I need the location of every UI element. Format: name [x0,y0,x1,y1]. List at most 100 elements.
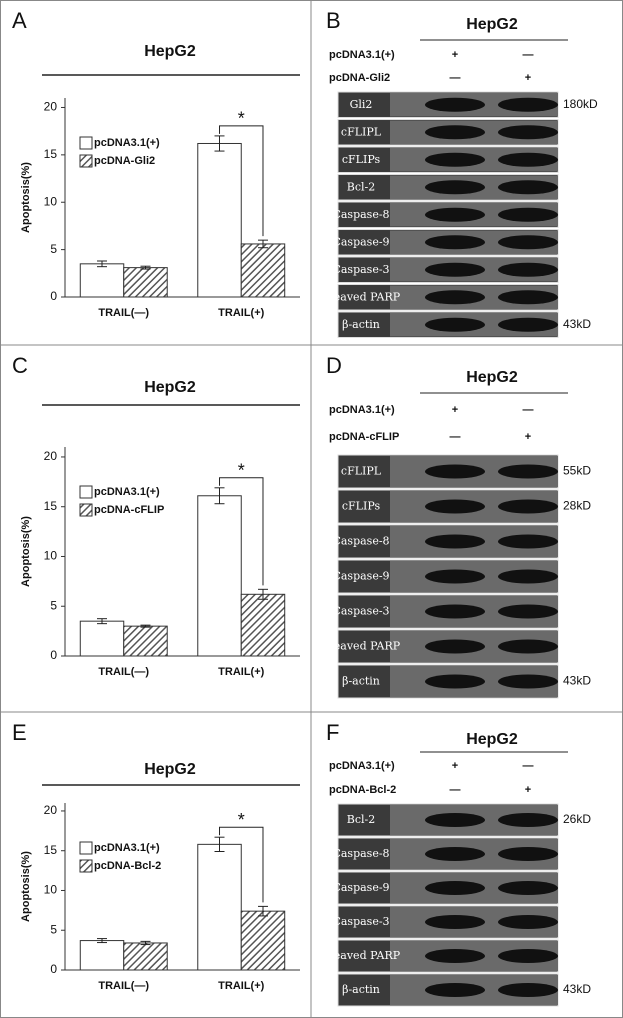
chart-title: HepG2 [144,379,196,396]
condition-label: pcDNA-cFLIP [329,431,399,443]
chart-title: HepG2 [144,761,196,778]
band [498,813,558,827]
band-label: cFLIPs [342,153,381,166]
x-tick-label: TRAIL(—) [98,980,149,992]
band [425,534,485,549]
band [498,915,558,929]
band-label: Cleaved PARP [322,290,401,303]
y-tick-label: 10 [44,549,58,563]
legend-label: pcDNA3.1(+) [94,137,160,149]
legend-swatch [79,485,93,499]
band [425,97,485,112]
band [498,464,558,479]
condition-mark: — [523,49,534,61]
condition-mark: — [450,784,461,796]
condition-mark: + [525,784,531,796]
band [425,949,485,963]
y-tick-label: 0 [50,289,57,303]
band [498,180,558,195]
band [425,152,485,167]
annotation: * [238,810,245,830]
band [498,499,558,514]
y-tick-label: 20 [44,100,58,114]
x-tick-label: TRAIL(—) [98,666,149,678]
band [498,639,558,654]
y-tick-label: 0 [50,962,57,976]
annotation: * [238,109,245,129]
y-axis-label: Apoptosis(%) [20,851,32,922]
band [425,317,485,332]
y-tick-label: 5 [50,598,57,612]
band [498,983,558,997]
condition-mark: — [523,404,534,416]
panel-label: E [12,720,27,745]
condition-mark: + [525,72,531,84]
band [425,569,485,584]
legend-swatch [79,859,93,873]
band [498,569,558,584]
band-size: 28kD [563,499,591,513]
band [498,317,558,332]
band [425,180,485,195]
legend-label: pcDNA3.1(+) [94,842,160,854]
x-tick-label: TRAIL(+) [218,666,264,678]
band-size: 180kD [563,97,598,111]
band-label: Caspase-3 [332,605,389,618]
band-label: Caspase-9 [332,881,389,894]
band-size: 26kD [563,812,591,826]
bar [123,942,168,971]
band [498,290,558,305]
bar [197,495,242,657]
bar [79,620,125,657]
band-label: β-actin [342,318,380,331]
band [498,881,558,895]
x-tick-label: TRAIL(+) [218,980,264,992]
blot-title: HepG2 [466,731,518,748]
condition-label: pcDNA3.1(+) [329,760,395,772]
band [498,125,558,140]
legend-swatch [79,503,93,517]
y-tick-label: 15 [44,843,58,857]
band [425,499,485,514]
band [425,813,485,827]
y-tick-label: 5 [50,922,57,936]
band [498,152,558,167]
band-label: Caspase-3 [332,915,389,928]
bar [240,243,286,298]
y-tick-label: 15 [44,147,58,161]
panel-label: D [326,353,342,378]
band-label: Gli2 [350,98,373,111]
band [498,847,558,861]
band-size: 43kD [563,982,591,996]
y-tick-label: 0 [50,648,57,662]
significance-bracket [219,125,264,237]
x-tick-label: TRAIL(+) [218,307,264,319]
band-label: Cleaved PARP [322,949,401,962]
band [498,207,558,222]
band-label: Bcl-2 [347,813,375,826]
condition-mark: + [452,760,458,772]
y-tick-label: 10 [44,883,58,897]
legend-label: pcDNA3.1(+) [94,486,160,498]
condition-mark: + [525,431,531,443]
panel-label: B [326,8,341,33]
band [425,847,485,861]
condition-label: pcDNA-Bcl-2 [329,784,396,796]
condition-mark: — [523,760,534,772]
legend-label: pcDNA-Gli2 [94,155,155,167]
condition-label: pcDNA3.1(+) [329,404,395,416]
bar [197,142,242,298]
band [425,125,485,140]
band-label: β-actin [342,983,380,996]
panel-label: A [12,8,27,33]
band-label: Caspase-9 [332,570,389,583]
condition-mark: — [450,431,461,443]
y-axis-label: Apoptosis(%) [20,162,32,233]
band [498,97,558,112]
band-label: Caspase-3 [332,263,389,276]
legend-swatch [79,154,93,168]
y-tick-label: 20 [44,449,58,463]
band-label: Cleaved PARP [322,640,401,653]
bar [79,940,125,971]
